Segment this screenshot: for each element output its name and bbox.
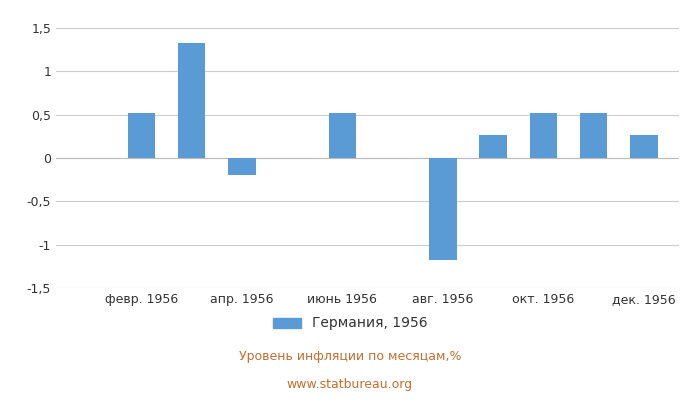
- Bar: [328, 113, 356, 158]
- Bar: [429, 158, 456, 260]
- Text: www.statbureau.org: www.statbureau.org: [287, 378, 413, 391]
- Bar: [127, 113, 155, 158]
- Bar: [228, 158, 256, 175]
- Bar: [630, 134, 657, 158]
- Text: Уровень инфляции по месяцам,%: Уровень инфляции по месяцам,%: [239, 350, 461, 363]
- Bar: [580, 113, 608, 158]
- Bar: [178, 43, 206, 158]
- Bar: [480, 134, 507, 158]
- Legend: Германия, 1956: Германия, 1956: [267, 311, 433, 336]
- Bar: [529, 113, 557, 158]
